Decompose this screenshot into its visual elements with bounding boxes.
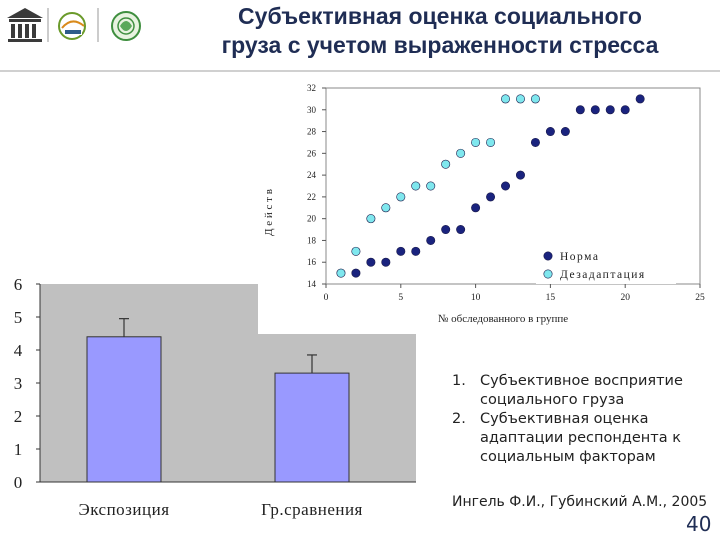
scatter-point bbox=[441, 159, 451, 169]
scatter-point bbox=[441, 225, 451, 235]
slide-title: Субъективная оценка социального груза с … bbox=[160, 2, 720, 60]
note-item: 2. Субъективная оценка адаптации респонд… bbox=[452, 410, 714, 467]
green-emblem-logo bbox=[111, 11, 141, 41]
scatter-point bbox=[501, 181, 511, 191]
x-tick-label: 20 bbox=[620, 293, 630, 303]
y-tick-label: 2 bbox=[14, 407, 23, 426]
logos bbox=[7, 8, 141, 42]
scatter-plot-area bbox=[325, 87, 701, 285]
x-tick-label: 15 bbox=[546, 293, 556, 303]
y-tick-label: 3 bbox=[14, 374, 23, 393]
x-tick-label: 0 bbox=[324, 293, 329, 303]
scatter-point bbox=[515, 170, 525, 180]
y-tick-label: 18 bbox=[307, 235, 317, 245]
scatter-point bbox=[590, 105, 600, 115]
note-number: 2. bbox=[452, 411, 466, 427]
y-tick-label: 20 bbox=[307, 214, 317, 224]
legend-label: Норма bbox=[560, 251, 599, 263]
y-axis-label: Д е й с т в bbox=[263, 189, 275, 236]
note-number: 1. bbox=[452, 373, 466, 389]
legend-box bbox=[536, 244, 676, 284]
y-tick-label: 22 bbox=[307, 192, 316, 202]
legend-label: Дезадаптация bbox=[560, 269, 646, 281]
y-tick-label: 14 bbox=[307, 279, 317, 289]
scatter-point bbox=[336, 268, 346, 278]
legend-marker bbox=[543, 269, 553, 279]
scatter-point bbox=[575, 105, 585, 115]
scatter-point bbox=[545, 127, 555, 137]
y-tick-label: 0 bbox=[14, 473, 23, 492]
page-number: 40 bbox=[686, 512, 712, 536]
notes-list: 1. Субъективное восприятие социального г… bbox=[452, 372, 714, 467]
scatter-point bbox=[351, 268, 361, 278]
scatter-point bbox=[620, 105, 630, 115]
scatter-chart: 14 16 18 20 22 24 26 28 30 32 0 5 10 15 20 25 № обследов… bbox=[258, 72, 715, 334]
scatter-point bbox=[501, 94, 511, 104]
y-tick-label: 16 bbox=[307, 257, 317, 267]
x-tick-label: 5 bbox=[398, 293, 403, 303]
bar-chart: 0 1 2 3 4 5 6 Экспозиция Гр.сравнения bbox=[14, 275, 416, 519]
bar bbox=[86, 336, 162, 483]
unesco-logo bbox=[7, 8, 49, 42]
title-line-1: Субъективная оценка социального bbox=[238, 3, 642, 29]
scatter-point bbox=[486, 192, 496, 202]
title-divider bbox=[0, 70, 720, 72]
y-tick-label: 32 bbox=[307, 83, 316, 93]
x-axis-label: № обследованного в группе bbox=[438, 313, 568, 325]
x-tick-label: 10 bbox=[471, 293, 481, 303]
scatter-point bbox=[471, 203, 481, 213]
scatter-point bbox=[366, 214, 376, 224]
category-label: Экспозиция bbox=[78, 500, 169, 519]
title-line-2: груза с учетом выраженности стресса bbox=[221, 32, 659, 58]
scatter-point bbox=[351, 246, 361, 256]
scatter-point bbox=[486, 137, 496, 147]
x-tick-label: 25 bbox=[695, 293, 705, 303]
y-tick-label: 30 bbox=[307, 105, 317, 115]
y-tick-label: 4 bbox=[14, 341, 23, 360]
y-tick-label: 24 bbox=[307, 170, 317, 180]
scatter-point bbox=[381, 257, 391, 267]
scatter-point bbox=[515, 94, 525, 104]
scatter-point bbox=[530, 137, 540, 147]
category-label: Гр.сравнения bbox=[261, 500, 363, 519]
scatter-point bbox=[635, 94, 645, 104]
scatter-point bbox=[381, 203, 391, 213]
y-tick-label: 1 bbox=[14, 440, 23, 459]
note-item: 1. Субъективное восприятие социального г… bbox=[452, 372, 714, 410]
citation: Ингель Ф.И., Губинский А.М., 2005 bbox=[452, 494, 708, 510]
note-text: Субъективная оценка адаптации респондент… bbox=[480, 411, 681, 465]
scatter-background bbox=[258, 72, 715, 334]
legend-marker bbox=[543, 251, 553, 261]
y-tick-label: 6 bbox=[14, 275, 23, 294]
scatter-point bbox=[456, 225, 466, 235]
y-tick-label: 5 bbox=[14, 308, 23, 327]
unitwin-logo bbox=[58, 8, 99, 42]
scatter-point bbox=[396, 192, 406, 202]
scatter-point bbox=[471, 137, 481, 147]
scatter-point bbox=[530, 94, 540, 104]
scatter-point bbox=[560, 127, 570, 137]
scatter-point bbox=[366, 257, 376, 267]
scatter-point bbox=[396, 246, 406, 256]
scatter-point bbox=[426, 235, 436, 245]
bar bbox=[274, 372, 350, 483]
scatter-point bbox=[426, 181, 436, 191]
scatter-point bbox=[411, 181, 421, 191]
scatter-point bbox=[456, 148, 466, 158]
y-tick-label: 26 bbox=[307, 148, 317, 158]
y-tick-label: 28 bbox=[307, 127, 317, 137]
scatter-point bbox=[411, 246, 421, 256]
note-text: Субъективное восприятие социального груз… bbox=[480, 373, 683, 408]
scatter-point bbox=[605, 105, 615, 115]
